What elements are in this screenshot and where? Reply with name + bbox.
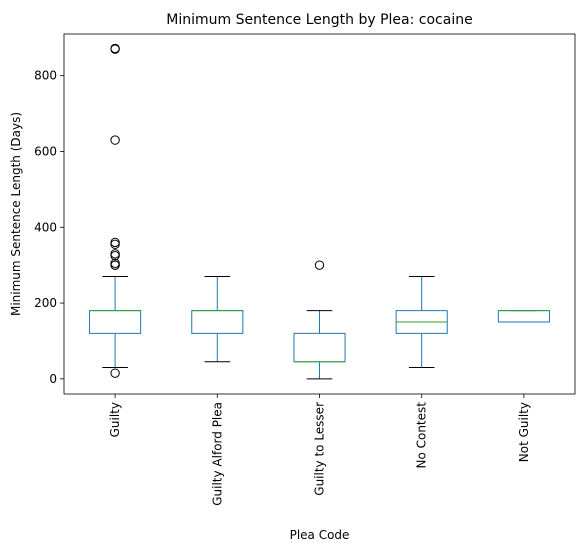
box-guilty-alford-plea (191, 276, 244, 363)
box-iqr (191, 310, 244, 334)
x-axis-label: Plea Code (290, 528, 350, 542)
box-iqr (293, 332, 346, 363)
x-tick-label: Guilty Alford Plea (210, 402, 224, 506)
outlier-point (110, 258, 120, 268)
box-iqr (497, 310, 550, 323)
outlier-point (110, 239, 120, 250)
outlier-point (110, 237, 120, 248)
outlier-point (110, 368, 120, 378)
x-tick-label: No Contest (415, 402, 429, 469)
x-tick-label: Guilty (108, 402, 122, 437)
outlier-point (110, 260, 120, 270)
y-axis: 0 200 400 600 800 (34, 69, 64, 386)
x-axis: Guilty Guilty Alford Plea Guilty to Lesser… (108, 394, 531, 506)
outlier-point (110, 135, 120, 145)
box-no-contest (395, 276, 448, 368)
y-tick-label: 0 (49, 372, 57, 386)
x-tick-label: Guilty to Lesser (313, 402, 327, 496)
y-axis-label: Minimum Sentence Length (Days) (9, 112, 23, 316)
x-tick-label: Not Guilty (517, 402, 531, 462)
outlier-point (314, 260, 325, 270)
box-guilty-to-lesser (293, 260, 346, 380)
y-tick-label: 800 (34, 69, 57, 83)
outlier-point (110, 249, 120, 259)
y-tick-label: 600 (34, 144, 57, 158)
outlier-point (110, 44, 120, 54)
box-iqr (89, 310, 142, 334)
box-not-guilty (497, 310, 550, 323)
chart-title: Minimum Sentence Length by Plea: cocaine (166, 12, 472, 28)
box-guilty (89, 43, 142, 378)
y-tick-label: 200 (34, 296, 57, 310)
box-series (89, 43, 550, 380)
outlier-point (110, 43, 120, 54)
plot-area (63, 33, 576, 395)
y-tick-label: 400 (34, 220, 57, 234)
